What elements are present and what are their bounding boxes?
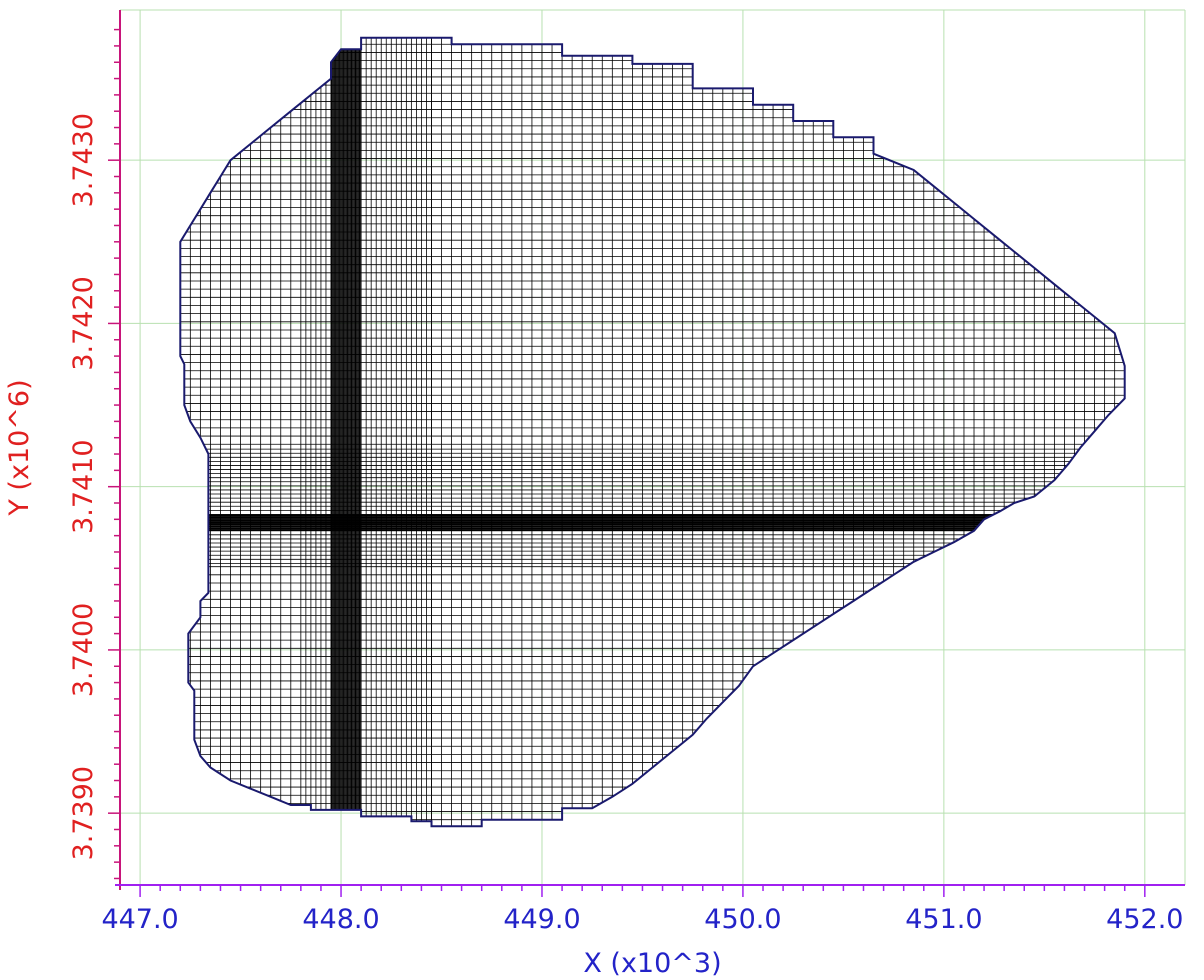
axes	[115, 10, 1185, 890]
x-tick-label: 452.0	[1106, 904, 1183, 935]
model-grid-cells	[180, 37, 1125, 827]
model-boundary	[179, 36, 1126, 828]
x-axis-label: X (x10^3)	[583, 948, 721, 979]
x-tick-label: 450.0	[704, 904, 781, 935]
x-tick-label: 451.0	[905, 904, 982, 935]
x-tick-label: 448.0	[302, 904, 379, 935]
x-tick-label: 447.0	[101, 904, 178, 935]
x-axis-ticks: 447.0 448.0 449.0 450.0 451.0 452.0	[101, 885, 1183, 935]
y-tick-label: 3.7430	[68, 113, 99, 207]
y-axis-ticks: 3.7390 3.7400 3.7410 3.7420 3.7430	[68, 28, 120, 880]
y-tick-label: 3.7410	[68, 439, 99, 533]
y-axis-label: Y (x10^6)	[4, 379, 35, 516]
y-tick-label: 3.7390	[68, 766, 99, 860]
y-tick-label: 3.7420	[68, 276, 99, 370]
y-tick-label: 3.7400	[68, 603, 99, 697]
x-tick-label: 449.0	[503, 904, 580, 935]
